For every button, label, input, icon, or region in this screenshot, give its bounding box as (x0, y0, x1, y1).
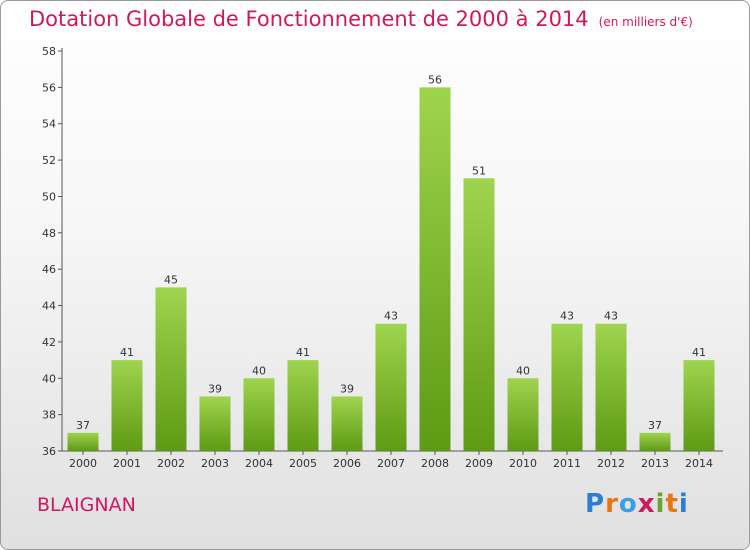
bar (155, 287, 187, 451)
x-tick-label: 2014 (685, 457, 713, 470)
x-tick-label: 2004 (245, 457, 273, 470)
y-tick-label: 48 (42, 227, 56, 240)
bar (639, 432, 671, 451)
x-tick-label: 2005 (289, 457, 317, 470)
x-tick-label: 2006 (333, 457, 361, 470)
bar (243, 378, 275, 451)
bar-value-label: 51 (472, 164, 486, 177)
bar-value-label: 40 (516, 364, 530, 377)
y-tick-label: 58 (42, 45, 56, 58)
x-tick-label: 2000 (69, 457, 97, 470)
bar-value-label: 37 (76, 419, 90, 432)
bar (551, 323, 583, 451)
bar-value-label: 41 (692, 346, 706, 359)
bar-value-label: 56 (428, 73, 442, 86)
x-tick-label: 2007 (377, 457, 405, 470)
bar-value-label: 43 (384, 310, 398, 323)
bar (463, 178, 495, 452)
x-tick-label: 2008 (421, 457, 449, 470)
bar-value-label: 43 (560, 310, 574, 323)
proxiti-logo: Proxiti (585, 489, 689, 519)
y-tick-label: 50 (42, 190, 56, 203)
x-tick-label: 2013 (641, 457, 669, 470)
x-tick-label: 2010 (509, 457, 537, 470)
bar (595, 323, 627, 451)
bar (331, 396, 363, 451)
bar (111, 360, 143, 451)
bar (67, 432, 99, 451)
x-tick-label: 2002 (157, 457, 185, 470)
unit-note: (en milliers d'€) (598, 15, 693, 29)
x-tick-label: 2009 (465, 457, 493, 470)
bars: 37 41 45 39 40 41 39 43 56 51 40 43 43 37 41 (67, 73, 715, 452)
y-tick-label: 56 (42, 81, 56, 94)
bar (419, 87, 451, 451)
title-text: Dotation Globale de Fonctionnement de 20… (29, 7, 589, 31)
bar-value-label: 45 (164, 273, 178, 286)
bar-value-label: 39 (340, 382, 354, 395)
y-tick-label: 40 (42, 372, 56, 385)
y-tick-label: 52 (42, 154, 56, 167)
bar-value-label: 37 (648, 419, 662, 432)
y-tick-label: 36 (42, 445, 56, 458)
y-tick-label: 42 (42, 336, 56, 349)
y-tick-label: 46 (42, 263, 56, 276)
axes: 36 38 40 42 44 46 48 50 52 54 56 58 2000 2001 2002 2003… (42, 45, 723, 470)
bar (683, 360, 715, 451)
bar-value-label: 39 (208, 382, 222, 395)
y-tick-label: 38 (42, 409, 56, 422)
bar (199, 396, 231, 451)
chart-title: Dotation Globale de Fonctionnement de 20… (29, 7, 693, 31)
bar (375, 323, 407, 451)
x-tick-label: 2003 (201, 457, 229, 470)
bar-value-label: 41 (296, 346, 310, 359)
bar (287, 360, 319, 451)
bar-value-label: 43 (604, 310, 618, 323)
x-tick-label: 2012 (597, 457, 625, 470)
bar (507, 378, 539, 451)
x-tick-label: 2011 (553, 457, 581, 470)
bar-value-label: 41 (120, 346, 134, 359)
y-tick-label: 54 (42, 118, 56, 131)
commune-name: BLAIGNAN (37, 494, 136, 516)
bar-value-label: 40 (252, 364, 266, 377)
x-tick-label: 2001 (113, 457, 141, 470)
y-tick-label: 44 (42, 300, 56, 313)
